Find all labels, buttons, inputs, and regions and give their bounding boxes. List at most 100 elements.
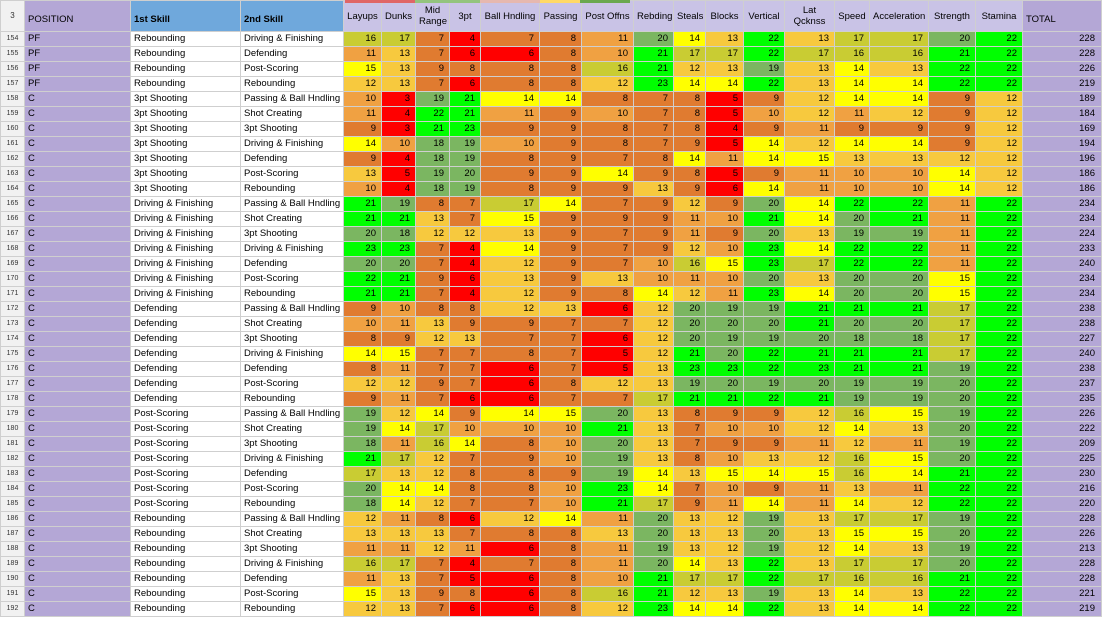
position-cell[interactable]: C (24, 331, 131, 347)
stat-cell[interactable]: 7 (480, 31, 540, 47)
position-cell[interactable]: C (24, 151, 131, 167)
stat-cell[interactable]: 10 (705, 241, 744, 257)
total-cell[interactable]: 240 (1022, 346, 1102, 362)
stat-cell[interactable]: 14 (449, 436, 481, 452)
stat-cell[interactable]: 21 (633, 46, 674, 62)
stat-cell[interactable]: 22 (343, 271, 382, 287)
stat-cell[interactable]: 7 (539, 391, 582, 407)
stat-cell[interactable]: 8 (343, 331, 382, 347)
stat-cell[interactable]: 10 (705, 271, 744, 287)
stat-cell[interactable]: 22 (975, 406, 1023, 422)
stat-cell[interactable]: 11 (343, 541, 382, 557)
stat-cell[interactable]: 12 (673, 586, 706, 602)
stat-cell[interactable]: 13 (381, 571, 416, 587)
stat-cell[interactable]: 22 (869, 256, 929, 272)
stat-cell[interactable]: 9 (834, 121, 870, 137)
stat-cell[interactable]: 14 (673, 601, 706, 617)
stat-cell[interactable]: 8 (480, 481, 540, 497)
position-cell[interactable]: C (24, 406, 131, 422)
stat-cell[interactable]: 17 (784, 46, 835, 62)
stat-cell[interactable]: 9 (539, 166, 582, 182)
header-stat[interactable]: Passing (539, 0, 582, 32)
stat-cell[interactable]: 19 (449, 181, 481, 197)
stat-cell[interactable]: 20 (705, 376, 744, 392)
stat-cell[interactable]: 20 (834, 286, 870, 302)
stat-cell[interactable]: 13 (869, 61, 929, 77)
stat-cell[interactable]: 17 (415, 421, 450, 437)
stat-cell[interactable]: 9 (539, 106, 582, 122)
stat-cell[interactable]: 10 (539, 481, 582, 497)
total-cell[interactable]: 228 (1022, 571, 1102, 587)
stat-cell[interactable]: 22 (975, 481, 1023, 497)
skill-2-cell[interactable]: Passing & Ball Hndling (240, 301, 344, 317)
row-number[interactable]: 165 (0, 196, 25, 212)
stat-cell[interactable]: 7 (539, 346, 582, 362)
stat-cell[interactable]: 12 (975, 181, 1023, 197)
stat-cell[interactable]: 22 (743, 76, 785, 92)
stat-cell[interactable]: 14 (743, 496, 785, 512)
stat-cell[interactable]: 13 (784, 556, 835, 572)
stat-cell[interactable]: 11 (480, 106, 540, 122)
stat-cell[interactable]: 9 (743, 436, 785, 452)
position-cell[interactable]: C (24, 226, 131, 242)
stat-cell[interactable]: 11 (784, 166, 835, 182)
header-stat[interactable]: Acceleration (869, 0, 929, 32)
stat-cell[interactable]: 13 (869, 541, 929, 557)
stat-cell[interactable]: 22 (975, 376, 1023, 392)
position-cell[interactable]: C (24, 496, 131, 512)
stat-cell[interactable]: 13 (784, 61, 835, 77)
skill-1-cell[interactable]: Rebounding (130, 61, 241, 77)
skill-2-cell[interactable]: 3pt Shooting (240, 331, 344, 347)
stat-cell[interactable]: 12 (869, 106, 929, 122)
stat-cell[interactable]: 11 (784, 121, 835, 137)
stat-cell[interactable]: 17 (784, 256, 835, 272)
stat-cell[interactable]: 19 (869, 391, 929, 407)
stat-cell[interactable]: 20 (633, 31, 674, 47)
stat-cell[interactable]: 9 (633, 226, 674, 242)
stat-cell[interactable]: 22 (975, 586, 1023, 602)
header-position[interactable]: POSITION (24, 0, 131, 32)
stat-cell[interactable]: 17 (633, 391, 674, 407)
stat-cell[interactable]: 13 (633, 436, 674, 452)
stat-cell[interactable]: 4 (705, 121, 744, 137)
stat-cell[interactable]: 6 (581, 301, 634, 317)
stat-cell[interactable]: 12 (415, 226, 450, 242)
stat-cell[interactable]: 14 (834, 136, 870, 152)
skill-2-cell[interactable]: Post-Scoring (240, 481, 344, 497)
stat-cell[interactable]: 8 (539, 541, 582, 557)
stat-cell[interactable]: 16 (415, 436, 450, 452)
stat-cell[interactable]: 7 (581, 316, 634, 332)
position-cell[interactable]: C (24, 286, 131, 302)
position-cell[interactable]: C (24, 241, 131, 257)
stat-cell[interactable]: 6 (449, 601, 481, 617)
skill-1-cell[interactable]: Rebounding (130, 526, 241, 542)
stat-cell[interactable]: 13 (480, 226, 540, 242)
stat-cell[interactable]: 13 (633, 451, 674, 467)
stat-cell[interactable]: 13 (381, 466, 416, 482)
row-number[interactable]: 164 (0, 181, 25, 197)
stat-cell[interactable]: 8 (581, 121, 634, 137)
stat-cell[interactable]: 12 (415, 451, 450, 467)
stat-cell[interactable]: 11 (784, 181, 835, 197)
stat-cell[interactable]: 14 (834, 91, 870, 107)
skill-1-cell[interactable]: Driving & Finishing (130, 211, 241, 227)
stat-cell[interactable]: 8 (581, 136, 634, 152)
stat-cell[interactable]: 12 (343, 376, 382, 392)
skill-1-cell[interactable]: Rebounding (130, 541, 241, 557)
stat-cell[interactable]: 15 (928, 286, 976, 302)
stat-cell[interactable]: 21 (633, 586, 674, 602)
stat-cell[interactable]: 9 (743, 481, 785, 497)
skill-2-cell[interactable]: Rebounding (240, 286, 344, 302)
stat-cell[interactable]: 14 (834, 586, 870, 602)
stat-cell[interactable]: 22 (928, 61, 976, 77)
stat-cell[interactable]: 14 (743, 181, 785, 197)
total-cell[interactable]: 230 (1022, 466, 1102, 482)
row-number[interactable]: 180 (0, 421, 25, 437)
stat-cell[interactable]: 9 (539, 181, 582, 197)
stat-cell[interactable]: 12 (928, 151, 976, 167)
position-cell[interactable]: C (24, 541, 131, 557)
stat-cell[interactable]: 18 (415, 136, 450, 152)
stat-cell[interactable]: 16 (581, 61, 634, 77)
stat-cell[interactable]: 12 (480, 511, 540, 527)
stat-cell[interactable]: 19 (928, 541, 976, 557)
